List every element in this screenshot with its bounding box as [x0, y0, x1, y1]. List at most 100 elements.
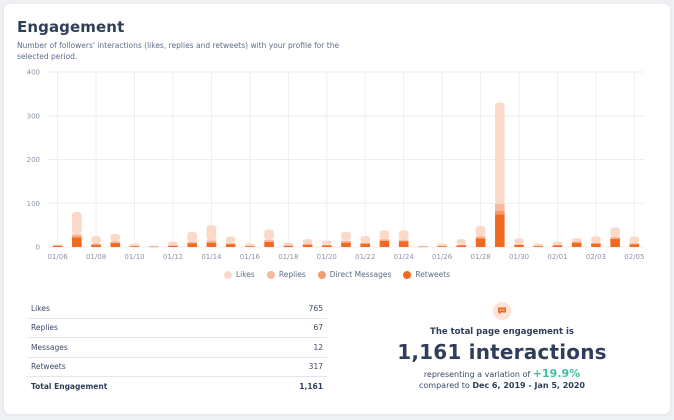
bar-retweets	[418, 246, 428, 248]
chart-legend: Likes Replies Direct Messages Retweets	[4, 270, 670, 279]
bar-retweets	[302, 244, 313, 247]
bar-retweets	[148, 246, 159, 248]
bar-direct-messages	[187, 243, 197, 244]
stats-row-total: Total Engagement 1,161	[27, 377, 327, 397]
bar-likes	[418, 245, 428, 247]
stats-total-label: Total Engagement	[31, 382, 108, 392]
x-tick-label: 01/08	[86, 253, 106, 261]
bar-likes	[168, 241, 178, 246]
bar-direct-messages	[91, 244, 101, 245]
x-tick-label: 01/22	[355, 253, 375, 261]
bar-likes	[283, 242, 294, 246]
bar-likes	[225, 236, 236, 244]
legend-item-replies[interactable]: Replies	[266, 270, 306, 279]
bar-likes	[129, 243, 140, 246]
bar-retweets	[283, 245, 294, 247]
bar-retweets	[245, 246, 255, 247]
bar-replies	[533, 245, 544, 247]
bar-replies	[225, 243, 236, 244]
bar-replies	[302, 243, 313, 245]
stats-label: Likes	[31, 303, 50, 313]
bar-direct-messages	[379, 240, 390, 241]
bar-retweets	[533, 246, 544, 247]
engagement-stats-table: Likes 765 Replies 67 Messages 12 Retweet…	[27, 299, 327, 397]
bar-retweets	[129, 246, 140, 247]
x-tick-label: 01/12	[163, 253, 183, 261]
legend-item-direct-messages[interactable]: Direct Messages	[317, 270, 392, 279]
bar-likes	[591, 236, 601, 243]
bar-replies	[360, 242, 371, 244]
bar-likes	[52, 244, 63, 246]
summary-variation-prefix: representing a variation of	[423, 370, 531, 379]
bar-likes	[302, 239, 313, 244]
bar-replies	[495, 203, 505, 211]
summary-compare-period: Dec 6, 2019 - Jan 5, 2020	[472, 381, 585, 390]
bar-likes	[533, 243, 544, 246]
stats-row-retweets: Retweets 317	[27, 358, 327, 377]
bar-replies	[91, 243, 101, 245]
bar-likes	[475, 226, 486, 237]
bar-replies	[571, 241, 582, 243]
bar-replies	[168, 245, 178, 246]
legend-swatch-retweets	[403, 270, 412, 279]
bar-replies	[129, 245, 140, 247]
bar-retweets	[168, 245, 178, 247]
bar-likes	[379, 230, 390, 240]
bar-direct-messages	[610, 238, 620, 239]
bar-direct-messages	[72, 236, 82, 238]
bar-likes	[437, 243, 447, 246]
legend-label: Likes	[235, 270, 255, 279]
y-tick-label: 200	[27, 156, 40, 164]
stats-row-likes: Likes 765	[27, 299, 327, 319]
bar-likes	[398, 230, 409, 240]
bar-replies	[629, 243, 640, 244]
bar-direct-messages	[360, 243, 371, 244]
legend-swatch-replies	[266, 270, 275, 279]
chat-bubble-icon	[493, 302, 511, 320]
legend-swatch-messages	[317, 270, 326, 279]
bar-replies	[341, 240, 351, 243]
stats-row-messages: Messages 12	[27, 338, 327, 358]
engagement-summary: The total page engagement is 1,161 inter…	[342, 302, 662, 390]
x-tick-label: 01/20	[317, 253, 337, 261]
bar-retweets	[495, 214, 505, 247]
summary-total-interactions: 1,161 interactions	[397, 340, 607, 364]
stats-value: 67	[313, 323, 323, 333]
bar-replies	[72, 234, 82, 237]
x-tick-label: 01/14	[201, 253, 222, 261]
legend-label: Direct Messages	[329, 270, 392, 279]
bar-likes	[514, 238, 524, 245]
bar-direct-messages	[264, 241, 274, 242]
bar-retweets	[225, 244, 236, 247]
bar-retweets	[91, 244, 101, 247]
bar-replies	[591, 242, 601, 244]
y-tick-label: 300	[27, 112, 40, 120]
bar-retweets	[321, 245, 332, 247]
bar-likes	[91, 236, 101, 244]
summary-variation-value: +19.9%	[532, 367, 581, 380]
stats-total-value: 1,161	[299, 382, 323, 392]
x-tick-label: 01/06	[48, 253, 69, 261]
summary-compare-line: compared to Dec 6, 2019 - Jan 5, 2020	[342, 381, 662, 390]
bar-retweets	[475, 238, 486, 247]
bar-direct-messages	[206, 242, 217, 243]
bar-likes	[495, 102, 505, 204]
stats-value: 317	[308, 362, 323, 372]
legend-item-retweets[interactable]: Retweets	[403, 270, 450, 279]
bar-replies	[206, 240, 217, 243]
bar-retweets	[360, 243, 371, 247]
bar-likes	[456, 239, 467, 245]
page-title: Engagement	[17, 18, 125, 36]
bar-likes	[264, 229, 274, 240]
bar-replies	[245, 245, 255, 247]
legend-item-likes[interactable]: Likes	[223, 270, 255, 279]
bar-replies	[52, 245, 63, 246]
bar-replies	[321, 244, 332, 246]
bar-replies	[264, 240, 274, 242]
summary-compare-prefix: compared to	[419, 381, 470, 390]
bar-direct-messages	[398, 240, 409, 242]
bar-retweets	[52, 245, 63, 247]
bar-direct-messages	[629, 243, 640, 245]
bar-direct-messages	[341, 242, 351, 243]
bar-retweets	[610, 238, 620, 247]
